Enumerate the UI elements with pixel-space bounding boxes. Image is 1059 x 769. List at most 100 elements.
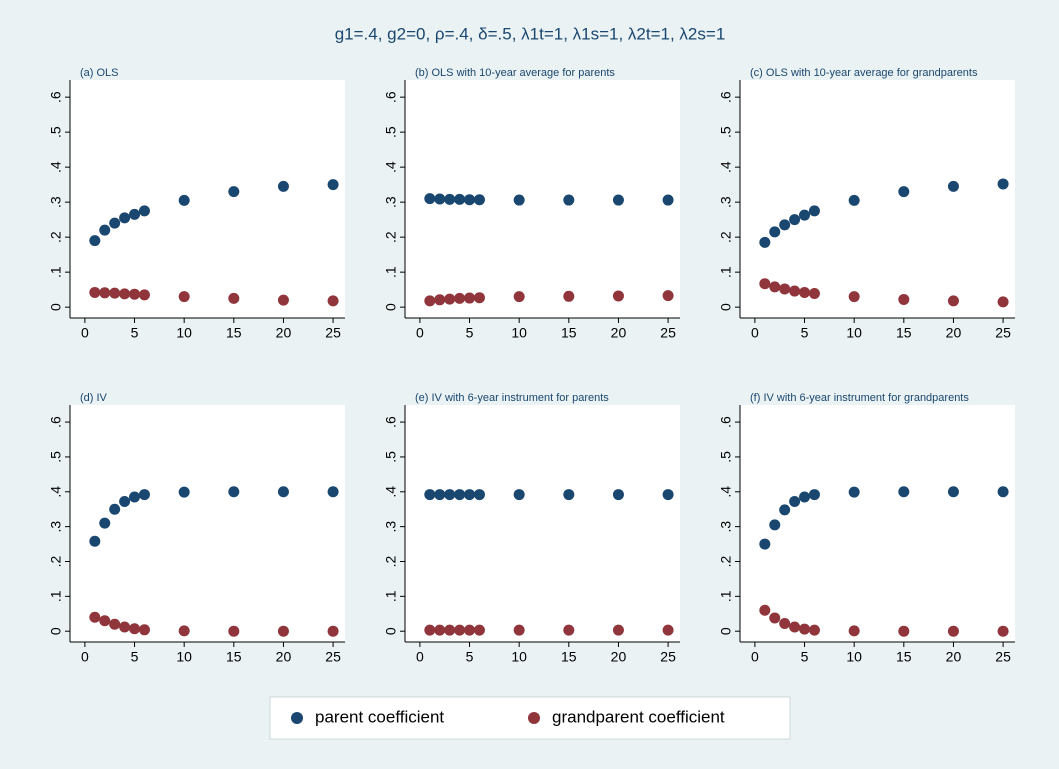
- data-point: [789, 214, 801, 226]
- data-point: [277, 486, 289, 498]
- plot-area: [70, 80, 345, 318]
- x-tick-label: 0: [416, 649, 424, 665]
- data-point: [612, 624, 624, 636]
- data-point: [799, 286, 811, 298]
- y-tick-label: .4: [383, 161, 399, 173]
- data-point: [808, 205, 820, 217]
- data-point: [327, 486, 339, 498]
- data-point: [789, 496, 801, 508]
- data-point: [789, 285, 801, 297]
- data-point: [277, 625, 289, 637]
- x-tick-label: 10: [846, 325, 862, 341]
- data-point: [662, 624, 674, 636]
- y-tick-label: .6: [383, 91, 399, 103]
- data-point: [138, 489, 150, 501]
- data-point: [109, 287, 121, 299]
- y-tick-label: .5: [383, 126, 399, 138]
- panel-title: (a) OLS: [80, 67, 119, 79]
- data-point: [99, 224, 111, 236]
- data-point: [138, 624, 150, 636]
- y-tick-label: .1: [48, 266, 64, 278]
- y-tick-label: 0: [383, 303, 399, 311]
- x-tick-label: 25: [660, 649, 676, 665]
- data-point: [178, 291, 190, 303]
- y-tick-label: .5: [383, 451, 399, 463]
- legend-marker: [291, 712, 303, 724]
- data-point: [947, 625, 959, 637]
- y-tick-label: .2: [718, 231, 734, 243]
- data-point: [89, 286, 101, 298]
- y-tick-label: .2: [48, 231, 64, 243]
- x-tick-label: 0: [81, 649, 89, 665]
- data-point: [138, 205, 150, 217]
- x-tick-label: 10: [176, 325, 192, 341]
- data-point: [848, 625, 860, 637]
- x-tick-label: 5: [801, 649, 809, 665]
- panel-title: (b) OLS with 10-year average for parents: [415, 67, 615, 79]
- data-point: [109, 618, 121, 630]
- data-point: [178, 486, 190, 498]
- data-point: [434, 294, 446, 306]
- data-point: [454, 193, 466, 205]
- data-point: [563, 290, 575, 302]
- y-tick-label: .3: [383, 521, 399, 533]
- plot-area: [740, 80, 1015, 318]
- data-point: [997, 486, 1009, 498]
- plot-area: [405, 405, 680, 642]
- data-point: [277, 180, 289, 192]
- data-point: [997, 296, 1009, 308]
- data-point: [277, 294, 289, 306]
- data-point: [947, 486, 959, 498]
- x-tick-label: 15: [896, 325, 912, 341]
- data-point: [119, 621, 131, 633]
- y-tick-label: .6: [718, 416, 734, 428]
- x-tick-label: 0: [751, 649, 759, 665]
- y-tick-label: .6: [48, 416, 64, 428]
- y-tick-label: .5: [48, 451, 64, 463]
- data-point: [759, 604, 771, 616]
- data-point: [454, 624, 466, 636]
- data-point: [769, 226, 781, 238]
- data-point: [848, 291, 860, 303]
- y-tick-label: .5: [718, 126, 734, 138]
- data-point: [513, 291, 525, 303]
- x-tick-label: 10: [176, 649, 192, 665]
- data-point: [848, 486, 860, 498]
- y-tick-label: .2: [383, 231, 399, 243]
- x-tick-label: 5: [466, 649, 474, 665]
- data-point: [89, 611, 101, 623]
- y-tick-label: .3: [48, 521, 64, 533]
- data-point: [119, 212, 131, 224]
- y-tick-label: .6: [48, 91, 64, 103]
- data-point: [799, 209, 811, 221]
- data-point: [563, 489, 575, 501]
- legend-label: grandparent coefficient: [552, 707, 725, 726]
- data-point: [89, 235, 101, 247]
- x-tick-label: 0: [416, 325, 424, 341]
- legend-label: parent coefficient: [315, 707, 444, 726]
- y-tick-label: .2: [48, 555, 64, 567]
- data-point: [464, 489, 476, 501]
- data-point: [444, 624, 456, 636]
- y-tick-label: .3: [718, 521, 734, 533]
- x-tick-label: 20: [611, 325, 627, 341]
- y-tick-label: .1: [383, 590, 399, 602]
- x-tick-label: 5: [131, 325, 139, 341]
- y-tick-label: 0: [718, 303, 734, 311]
- data-point: [898, 486, 910, 498]
- panel-title: (e) IV with 6-year instrument for parent…: [415, 392, 609, 404]
- y-tick-label: .4: [48, 161, 64, 173]
- data-point: [997, 625, 1009, 637]
- data-point: [997, 178, 1009, 190]
- data-point: [759, 236, 771, 248]
- y-tick-label: .3: [48, 196, 64, 208]
- y-tick-label: 0: [383, 627, 399, 635]
- y-tick-label: 0: [48, 627, 64, 635]
- data-point: [513, 194, 525, 206]
- data-point: [228, 625, 240, 637]
- data-point: [228, 292, 240, 304]
- x-tick-label: 25: [325, 325, 341, 341]
- y-tick-label: .1: [383, 266, 399, 278]
- chart-title: g1=.4, g2=0, ρ=.4, δ=.5, λ1t=1, λ1s=1, λ…: [335, 24, 726, 43]
- x-tick-label: 20: [946, 325, 962, 341]
